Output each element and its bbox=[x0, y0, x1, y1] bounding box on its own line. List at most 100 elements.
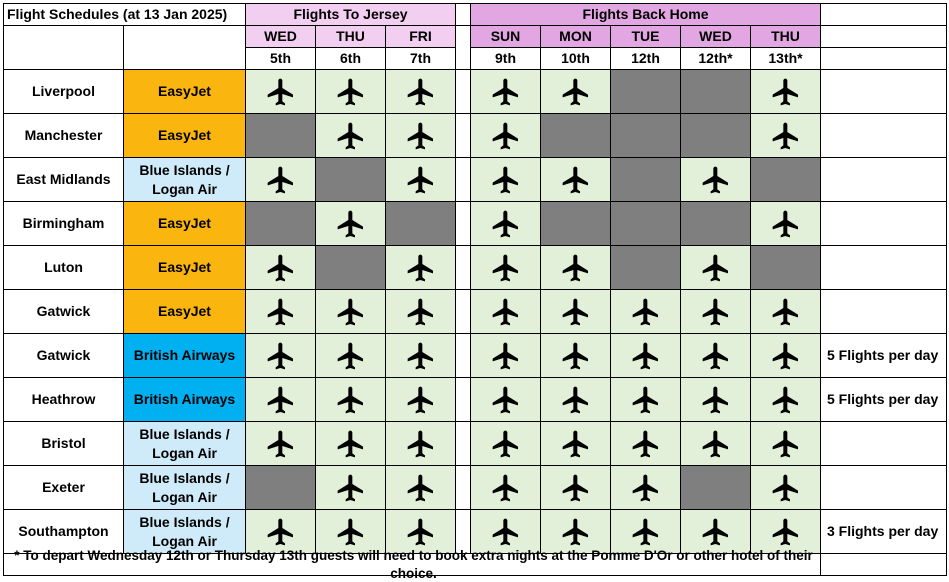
date-header: 12th* bbox=[680, 47, 751, 70]
sheet-title: Flight Schedules (at 13 Jan 2025) bbox=[3, 3, 246, 26]
airplane-icon bbox=[470, 245, 541, 290]
airplane-icon bbox=[540, 333, 611, 378]
airplane-icon bbox=[470, 69, 541, 114]
airplane-icon bbox=[245, 69, 316, 114]
airplane-icon bbox=[385, 113, 456, 158]
spacer-cell bbox=[455, 157, 471, 202]
airplane-icon bbox=[315, 69, 386, 114]
flight-frequency-note: 5 Flights per day bbox=[820, 377, 947, 422]
airplane-icon bbox=[245, 157, 316, 202]
blank-cell bbox=[3, 25, 124, 70]
departure-city: Exeter bbox=[3, 465, 124, 510]
no-flight-cell bbox=[245, 465, 316, 510]
no-flight-cell bbox=[610, 157, 681, 202]
airline-name: EasyJet bbox=[123, 201, 246, 246]
no-flight-cell bbox=[680, 69, 751, 114]
day-header: THU bbox=[315, 25, 386, 48]
no-flight-cell bbox=[315, 157, 386, 202]
airline-name: British Airways bbox=[123, 377, 246, 422]
airplane-icon bbox=[315, 421, 386, 466]
departure-city: Manchester bbox=[3, 113, 124, 158]
airplane-icon bbox=[680, 245, 751, 290]
airplane-icon bbox=[750, 421, 821, 466]
airplane-icon bbox=[540, 69, 611, 114]
no-flight-cell bbox=[680, 113, 751, 158]
no-flight-cell bbox=[610, 113, 681, 158]
day-header: FRI bbox=[385, 25, 456, 48]
airplane-icon bbox=[680, 509, 751, 554]
airplane-icon bbox=[540, 245, 611, 290]
date-header: 9th bbox=[470, 47, 541, 70]
day-header: SUN bbox=[470, 25, 541, 48]
airplane-icon bbox=[315, 465, 386, 510]
airplane-icon bbox=[385, 69, 456, 114]
group-header-back-home: Flights Back Home bbox=[470, 3, 821, 26]
spacer-cell bbox=[455, 201, 471, 246]
airplane-icon bbox=[470, 289, 541, 334]
airline-name: Blue Islands / Logan Air bbox=[123, 465, 246, 510]
date-header: 13th* bbox=[750, 47, 821, 70]
airplane-icon bbox=[315, 333, 386, 378]
day-header: TUE bbox=[610, 25, 681, 48]
date-header: 7th bbox=[385, 47, 456, 70]
airplane-icon bbox=[385, 157, 456, 202]
no-flight-cell bbox=[245, 201, 316, 246]
no-flight-cell bbox=[750, 245, 821, 290]
airplane-icon bbox=[385, 289, 456, 334]
airplane-icon bbox=[750, 377, 821, 422]
blank-cell bbox=[820, 47, 947, 70]
airplane-icon bbox=[385, 377, 456, 422]
airplane-icon bbox=[750, 69, 821, 114]
departure-city: Gatwick bbox=[3, 333, 124, 378]
spacer-cell bbox=[455, 113, 471, 158]
airplane-icon bbox=[315, 113, 386, 158]
no-flight-cell bbox=[610, 69, 681, 114]
day-header: WED bbox=[245, 25, 316, 48]
date-header: 12th bbox=[610, 47, 681, 70]
airplane-icon bbox=[245, 245, 316, 290]
airplane-icon bbox=[750, 113, 821, 158]
day-header: THU bbox=[750, 25, 821, 48]
spacer-cell bbox=[455, 421, 471, 466]
airplane-icon bbox=[245, 509, 316, 554]
airplane-icon bbox=[245, 377, 316, 422]
date-header: 10th bbox=[540, 47, 611, 70]
airplane-icon bbox=[315, 289, 386, 334]
spacer-cell bbox=[455, 377, 471, 422]
flight-frequency-note bbox=[820, 289, 947, 334]
airplane-icon bbox=[470, 157, 541, 202]
airplane-icon bbox=[680, 289, 751, 334]
spacer-cell bbox=[455, 289, 471, 334]
flight-frequency-note: 3 Flights per day bbox=[820, 509, 947, 554]
no-flight-cell bbox=[385, 201, 456, 246]
airplane-icon bbox=[610, 289, 681, 334]
airplane-icon bbox=[680, 333, 751, 378]
airplane-icon bbox=[470, 377, 541, 422]
airplane-icon bbox=[610, 509, 681, 554]
airplane-icon bbox=[470, 421, 541, 466]
airplane-icon bbox=[750, 289, 821, 334]
blank-cell bbox=[820, 553, 947, 576]
spacer-cell bbox=[455, 465, 471, 510]
airplane-icon bbox=[540, 157, 611, 202]
airplane-icon bbox=[750, 333, 821, 378]
date-header: 6th bbox=[315, 47, 386, 70]
no-flight-cell bbox=[680, 465, 751, 510]
airline-name: Blue Islands / Logan Air bbox=[123, 421, 246, 466]
spacer-cell bbox=[455, 25, 471, 70]
spacer-cell bbox=[455, 69, 471, 114]
departure-city: Liverpool bbox=[3, 69, 124, 114]
spacer-cell bbox=[455, 333, 471, 378]
airline-name: Blue Islands / Logan Air bbox=[123, 157, 246, 202]
airplane-icon bbox=[540, 289, 611, 334]
blank-cell bbox=[123, 25, 246, 70]
flight-frequency-note bbox=[820, 69, 947, 114]
airline-name: British Airways bbox=[123, 333, 246, 378]
airplane-icon bbox=[385, 421, 456, 466]
no-flight-cell bbox=[680, 201, 751, 246]
airplane-icon bbox=[750, 465, 821, 510]
day-header: MON bbox=[540, 25, 611, 48]
no-flight-cell bbox=[610, 245, 681, 290]
flight-frequency-note bbox=[820, 157, 947, 202]
airplane-icon bbox=[680, 157, 751, 202]
